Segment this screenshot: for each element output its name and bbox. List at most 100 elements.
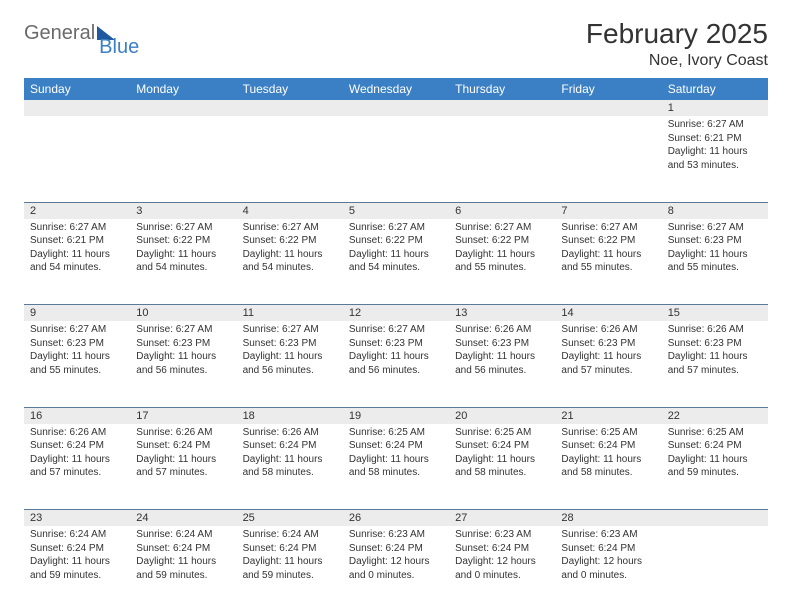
day-cell: Sunrise: 6:26 AM Sunset: 6:23 PM Dayligh…: [555, 321, 661, 407]
day-cell: Sunrise: 6:26 AM Sunset: 6:23 PM Dayligh…: [449, 321, 555, 407]
day-cell: Sunrise: 6:27 AM Sunset: 6:21 PM Dayligh…: [24, 219, 130, 305]
weekday-header: Wednesday: [343, 78, 449, 100]
day-cell-content: Sunrise: 6:27 AM Sunset: 6:22 PM Dayligh…: [449, 219, 555, 279]
day-number-cell: 20: [449, 407, 555, 424]
day-number-cell: 23: [24, 510, 130, 527]
day-number-cell: 14: [555, 305, 661, 322]
day-number-row: 9101112131415: [24, 305, 768, 322]
logo: General Blue: [24, 18, 139, 45]
day-cell: Sunrise: 6:27 AM Sunset: 6:22 PM Dayligh…: [343, 219, 449, 305]
day-number-cell: 28: [555, 510, 661, 527]
weekday-header: Sunday: [24, 78, 130, 100]
day-cell-content: Sunrise: 6:27 AM Sunset: 6:22 PM Dayligh…: [555, 219, 661, 279]
day-number-cell: 7: [555, 202, 661, 219]
day-cell-content: Sunrise: 6:25 AM Sunset: 6:24 PM Dayligh…: [662, 424, 768, 484]
day-cell: Sunrise: 6:24 AM Sunset: 6:24 PM Dayligh…: [24, 526, 130, 612]
day-cell-content: [237, 116, 343, 122]
day-cell-content: Sunrise: 6:27 AM Sunset: 6:22 PM Dayligh…: [343, 219, 449, 279]
day-number-cell: 27: [449, 510, 555, 527]
logo-text-blue: Blue: [99, 36, 139, 59]
day-cell-content: [130, 116, 236, 122]
weekday-header: Monday: [130, 78, 236, 100]
location: Noe, Ivory Coast: [586, 52, 768, 70]
day-cell-content: Sunrise: 6:24 AM Sunset: 6:24 PM Dayligh…: [24, 526, 130, 586]
day-number-cell: 4: [237, 202, 343, 219]
day-number-cell: 1: [662, 100, 768, 116]
day-cell: Sunrise: 6:23 AM Sunset: 6:24 PM Dayligh…: [449, 526, 555, 612]
day-cell-content: Sunrise: 6:24 AM Sunset: 6:24 PM Dayligh…: [130, 526, 236, 586]
day-cell-content: Sunrise: 6:27 AM Sunset: 6:23 PM Dayligh…: [343, 321, 449, 381]
day-cell: [343, 116, 449, 202]
day-cell: [449, 116, 555, 202]
day-cell: Sunrise: 6:27 AM Sunset: 6:21 PM Dayligh…: [662, 116, 768, 202]
day-cell: Sunrise: 6:25 AM Sunset: 6:24 PM Dayligh…: [555, 424, 661, 510]
day-number-row: 1: [24, 100, 768, 116]
day-cell: Sunrise: 6:24 AM Sunset: 6:24 PM Dayligh…: [237, 526, 343, 612]
day-cell: Sunrise: 6:26 AM Sunset: 6:24 PM Dayligh…: [24, 424, 130, 510]
day-cell: Sunrise: 6:27 AM Sunset: 6:23 PM Dayligh…: [237, 321, 343, 407]
day-cell: Sunrise: 6:27 AM Sunset: 6:22 PM Dayligh…: [130, 219, 236, 305]
day-number-cell: 13: [449, 305, 555, 322]
day-cell: Sunrise: 6:27 AM Sunset: 6:23 PM Dayligh…: [343, 321, 449, 407]
title-block: February 2025 Noe, Ivory Coast: [586, 18, 768, 70]
day-cell-content: [662, 526, 768, 532]
day-cell-content: Sunrise: 6:26 AM Sunset: 6:24 PM Dayligh…: [24, 424, 130, 484]
day-cell: Sunrise: 6:25 AM Sunset: 6:24 PM Dayligh…: [662, 424, 768, 510]
weekday-header: Friday: [555, 78, 661, 100]
day-number-cell: [237, 100, 343, 116]
day-cell-content: [24, 116, 130, 122]
day-cell-content: Sunrise: 6:27 AM Sunset: 6:23 PM Dayligh…: [237, 321, 343, 381]
day-content-row: Sunrise: 6:26 AM Sunset: 6:24 PM Dayligh…: [24, 424, 768, 510]
day-content-row: Sunrise: 6:24 AM Sunset: 6:24 PM Dayligh…: [24, 526, 768, 612]
day-cell: Sunrise: 6:23 AM Sunset: 6:24 PM Dayligh…: [555, 526, 661, 612]
day-cell-content: Sunrise: 6:24 AM Sunset: 6:24 PM Dayligh…: [237, 526, 343, 586]
day-number-cell: 21: [555, 407, 661, 424]
day-content-row: Sunrise: 6:27 AM Sunset: 6:23 PM Dayligh…: [24, 321, 768, 407]
day-cell-content: Sunrise: 6:25 AM Sunset: 6:24 PM Dayligh…: [449, 424, 555, 484]
day-cell-content: Sunrise: 6:23 AM Sunset: 6:24 PM Dayligh…: [343, 526, 449, 586]
day-cell-content: [343, 116, 449, 122]
day-number-cell: 26: [343, 510, 449, 527]
day-cell: Sunrise: 6:27 AM Sunset: 6:22 PM Dayligh…: [555, 219, 661, 305]
day-number-cell: 2: [24, 202, 130, 219]
weekday-header: Saturday: [662, 78, 768, 100]
weekday-header: Thursday: [449, 78, 555, 100]
day-number-cell: 17: [130, 407, 236, 424]
day-number-cell: [662, 510, 768, 527]
day-cell-content: Sunrise: 6:27 AM Sunset: 6:23 PM Dayligh…: [24, 321, 130, 381]
day-number-row: 2345678: [24, 202, 768, 219]
day-cell: Sunrise: 6:24 AM Sunset: 6:24 PM Dayligh…: [130, 526, 236, 612]
day-cell-content: Sunrise: 6:27 AM Sunset: 6:21 PM Dayligh…: [662, 116, 768, 176]
day-cell: [662, 526, 768, 612]
day-cell: [24, 116, 130, 202]
month-title: February 2025: [586, 18, 768, 50]
day-number-row: 232425262728: [24, 510, 768, 527]
day-cell: [237, 116, 343, 202]
day-number-cell: [24, 100, 130, 116]
day-cell-content: Sunrise: 6:26 AM Sunset: 6:23 PM Dayligh…: [662, 321, 768, 381]
day-cell: Sunrise: 6:25 AM Sunset: 6:24 PM Dayligh…: [343, 424, 449, 510]
day-cell-content: Sunrise: 6:26 AM Sunset: 6:23 PM Dayligh…: [449, 321, 555, 381]
day-cell-content: [555, 116, 661, 122]
day-number-cell: 6: [449, 202, 555, 219]
day-number-cell: [343, 100, 449, 116]
day-number-cell: 25: [237, 510, 343, 527]
day-number-cell: 16: [24, 407, 130, 424]
day-number-cell: 15: [662, 305, 768, 322]
day-number-cell: [555, 100, 661, 116]
day-cell-content: Sunrise: 6:23 AM Sunset: 6:24 PM Dayligh…: [449, 526, 555, 586]
day-cell: Sunrise: 6:26 AM Sunset: 6:23 PM Dayligh…: [662, 321, 768, 407]
day-number-cell: 3: [130, 202, 236, 219]
day-content-row: Sunrise: 6:27 AM Sunset: 6:21 PM Dayligh…: [24, 116, 768, 202]
day-cell: Sunrise: 6:27 AM Sunset: 6:23 PM Dayligh…: [24, 321, 130, 407]
day-number-cell: 8: [662, 202, 768, 219]
day-cell: Sunrise: 6:26 AM Sunset: 6:24 PM Dayligh…: [130, 424, 236, 510]
day-cell: Sunrise: 6:23 AM Sunset: 6:24 PM Dayligh…: [343, 526, 449, 612]
day-cell-content: [449, 116, 555, 122]
day-cell: Sunrise: 6:27 AM Sunset: 6:23 PM Dayligh…: [130, 321, 236, 407]
day-cell-content: Sunrise: 6:23 AM Sunset: 6:24 PM Dayligh…: [555, 526, 661, 586]
day-cell-content: Sunrise: 6:26 AM Sunset: 6:23 PM Dayligh…: [555, 321, 661, 381]
weekday-header-row: Sunday Monday Tuesday Wednesday Thursday…: [24, 78, 768, 100]
day-number-cell: 12: [343, 305, 449, 322]
day-cell: [555, 116, 661, 202]
